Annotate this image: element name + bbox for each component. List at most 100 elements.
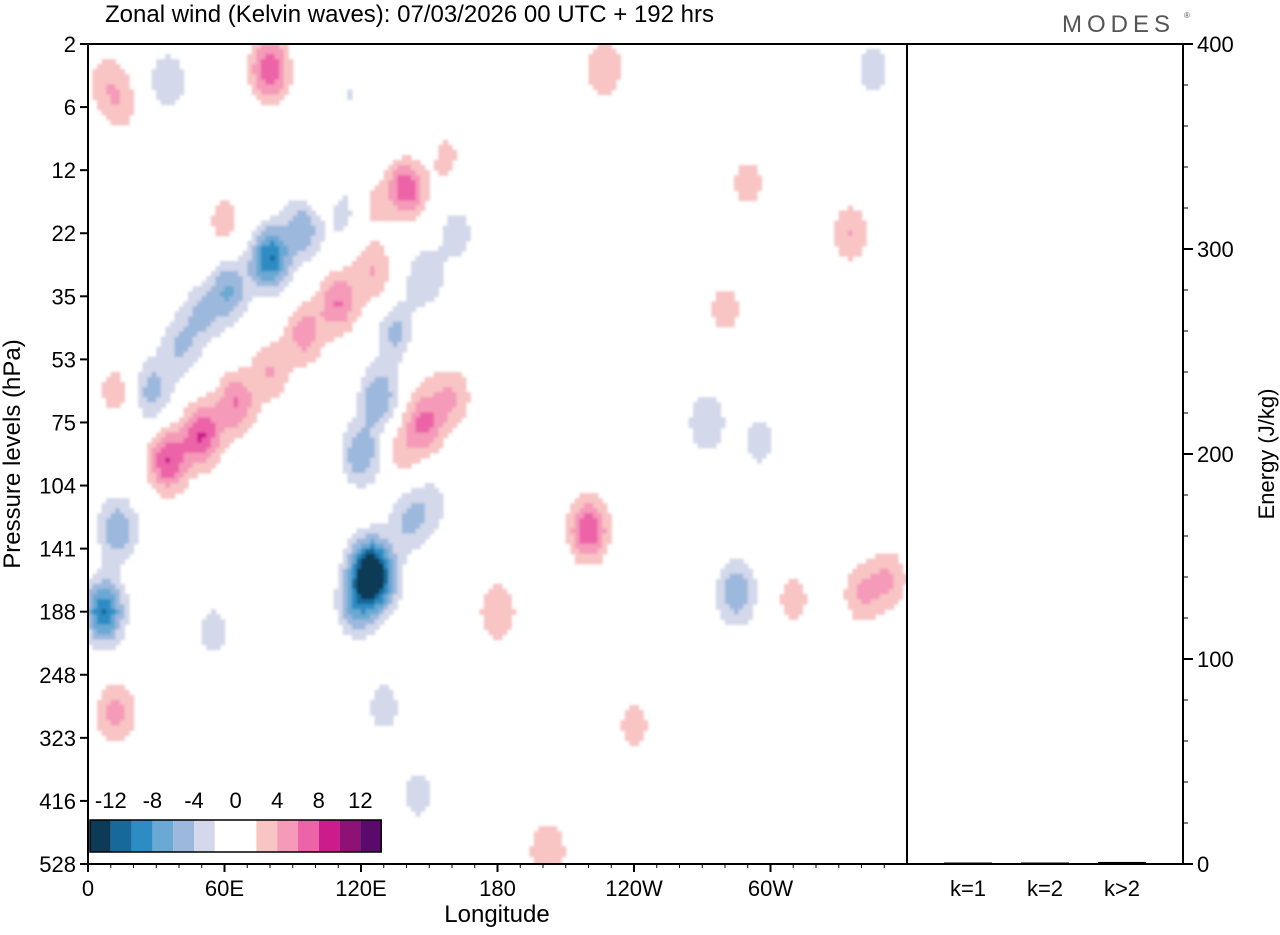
heatmap-cell (247, 377, 253, 383)
heatmap-cell (875, 553, 881, 560)
heatmap-cell (579, 523, 585, 530)
heatmap-cell (370, 477, 376, 484)
heatmap-cell (370, 200, 376, 207)
heatmap-cell (119, 634, 125, 641)
heatmap-cell (110, 64, 116, 70)
heatmap-cell (388, 573, 394, 580)
heatmap-cell (97, 84, 103, 91)
heatmap-cell (128, 89, 135, 96)
x-tick-label: 120W (605, 876, 663, 901)
heatmap-cell (715, 427, 722, 434)
heatmap-cell (392, 397, 398, 403)
heatmap-cell (242, 392, 248, 398)
heatmap-cell (388, 578, 394, 585)
x-tick-label: 60W (748, 876, 793, 901)
heatmap-cell (183, 306, 189, 313)
heatmap-cell (119, 74, 125, 80)
heatmap-cell (351, 629, 358, 635)
heatmap-cell (606, 69, 612, 75)
heatmap-cell (379, 356, 385, 363)
heatmap-cell (856, 578, 863, 585)
heatmap-cell (574, 498, 580, 504)
heatmap-cell (165, 351, 171, 358)
heatmap-cell (188, 442, 194, 449)
heatmap-cell (397, 346, 403, 353)
heatmap-cell (351, 619, 358, 625)
heatmap-cell (383, 336, 389, 343)
heatmap-cell (151, 377, 157, 383)
heatmap-cell (333, 210, 339, 217)
heatmap-cell (288, 266, 294, 272)
heatmap-cell (602, 59, 608, 65)
heatmap-cell (233, 392, 239, 398)
heatmap-cell (342, 553, 348, 560)
heatmap-cell (342, 588, 348, 595)
heatmap-cell (215, 442, 221, 449)
heatmap-cell (92, 599, 98, 605)
heatmap-cell (401, 452, 408, 459)
heatmap-cell (110, 59, 116, 65)
heatmap-cell (492, 604, 499, 610)
heatmap-cell (397, 301, 403, 307)
heatmap-cell (593, 528, 599, 535)
heatmap-cell (347, 472, 353, 479)
heatmap-cell (383, 609, 389, 615)
heatmap-cell (379, 336, 385, 343)
heatmap-cell (151, 402, 157, 408)
heatmap-cell (438, 422, 444, 429)
heatmap-cell (106, 700, 112, 706)
heatmap-cell (201, 629, 207, 635)
heatmap-cell (283, 255, 289, 262)
heatmap-cell (110, 503, 116, 509)
heatmap-cell (342, 452, 348, 459)
heatmap-cell (583, 558, 590, 565)
heatmap-cell (370, 457, 376, 464)
heatmap-cell (106, 604, 112, 610)
heatmap-cell (711, 397, 717, 403)
heatmap-cell (115, 573, 121, 580)
heatmap-cell (734, 578, 740, 585)
heatmap-cell (279, 346, 285, 353)
heatmap-cell (329, 276, 335, 282)
heatmap-cell (101, 624, 107, 630)
heatmap-cell (110, 629, 116, 635)
heatmap-cell (365, 568, 371, 575)
heatmap-cell (429, 432, 435, 439)
heatmap-cell (251, 407, 257, 413)
heatmap-cell (215, 427, 221, 434)
heatmap-cell (365, 250, 371, 257)
heatmap-cell (765, 442, 772, 449)
heatmap-cell (483, 609, 489, 615)
heatmap-cell (306, 356, 312, 363)
heatmap-cell (224, 422, 230, 429)
heatmap-cell (210, 291, 216, 297)
heatmap-cell (110, 94, 116, 101)
heatmap-cell (115, 639, 121, 646)
heatmap-cell (197, 402, 203, 408)
heatmap-cell (401, 200, 408, 207)
heatmap-cell (179, 331, 185, 338)
heatmap-cell (388, 377, 394, 383)
heatmap-cell (370, 205, 376, 212)
heatmap-cell (165, 99, 171, 106)
heatmap-cell (306, 326, 312, 333)
heatmap-cell (151, 397, 157, 403)
heatmap-cell (283, 377, 289, 383)
heatmap-cell (320, 321, 326, 328)
heatmap-cell (233, 377, 239, 383)
heatmap-cell (365, 472, 371, 479)
heatmap-cell (347, 210, 353, 217)
heatmap-cell (106, 583, 112, 590)
heatmap-cell (342, 306, 348, 313)
heatmap-cell (401, 508, 408, 514)
heatmap-cell (461, 230, 467, 237)
heatmap-cell (229, 225, 235, 232)
heatmap-cell (279, 377, 285, 383)
heatmap-cell (342, 200, 348, 207)
heatmap-cell (106, 553, 112, 560)
heatmap-cell (365, 558, 371, 565)
heatmap-cell (219, 220, 226, 227)
heatmap-cell (388, 326, 394, 333)
heatmap-cell (351, 553, 358, 560)
heatmap-cell (347, 276, 353, 282)
